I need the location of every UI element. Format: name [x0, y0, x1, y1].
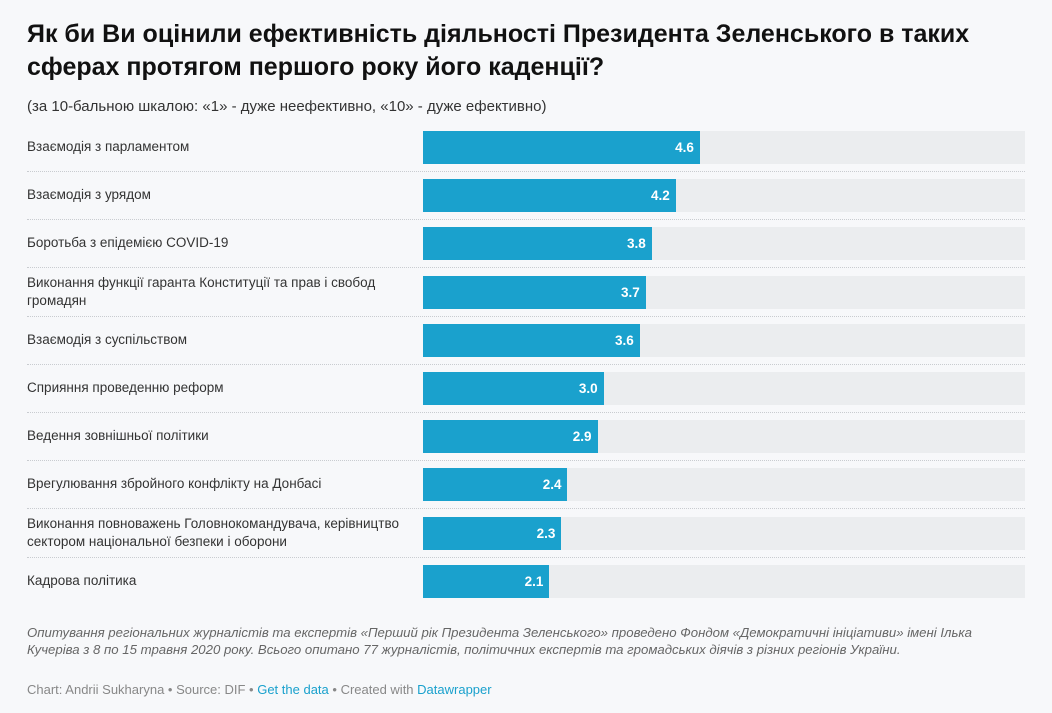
chart-title: Як би Ви оцінили ефективність діяльності…	[27, 20, 970, 81]
chart-footer: Chart: Andrii Sukharyna • Source: DIF • …	[27, 682, 492, 697]
get-the-data-link[interactable]: Get the data	[257, 682, 329, 697]
bar-row: Виконання повноважень Головнокомандувача…	[27, 513, 1025, 561]
bar-row: Сприяння проведенню реформ 3.0	[27, 368, 1025, 416]
value-label: 2.9	[572, 429, 592, 445]
row-separator	[27, 508, 1025, 510]
category-label: Взаємодія з суспільством	[27, 331, 188, 347]
bar-track: 2.4	[423, 468, 1025, 502]
bar-track: 2.3	[423, 516, 1025, 550]
row-separator	[27, 315, 1025, 317]
value-label: 2.4	[542, 477, 562, 493]
category-label: Кадрова політика	[27, 572, 137, 588]
bar-row: Взаємодія з парламентом 4.6	[27, 127, 1025, 175]
created-with-text: Created with	[340, 682, 418, 697]
value-label: 3.7	[620, 284, 640, 300]
separator: •	[245, 682, 258, 697]
bar-track: 3.6	[423, 323, 1025, 357]
value-label: 2.1	[524, 573, 544, 589]
bar: 4.6	[423, 131, 700, 164]
datawrapper-link[interactable]: Datawrapper	[417, 682, 492, 697]
separator: •	[328, 682, 341, 697]
chart-author: Chart: Andrii Sukharyna	[27, 682, 165, 697]
bar-row: Врегулювання збройного конфлікту на Донб…	[27, 464, 1025, 512]
value-label: 3.0	[578, 381, 598, 396]
row-separator	[27, 556, 1025, 558]
bar-row: Кадрова політика 2.1	[27, 561, 1025, 609]
category-label: Врегулювання збройного конфлікту на Донб…	[27, 476, 322, 492]
bar: 3.0	[423, 372, 604, 405]
row-separator	[27, 460, 1025, 462]
separator: •	[164, 682, 177, 697]
row-separator	[27, 363, 1025, 365]
bar-track: 3.7	[423, 275, 1025, 309]
category-label: Взаємодія з парламентом	[27, 139, 190, 154]
bar-track: 4.6	[423, 131, 1025, 164]
value-label: 3.8	[626, 236, 646, 252]
row-separator	[27, 267, 1025, 269]
bar-row: Взаємодія з суспільством 3.6	[27, 320, 1025, 368]
chart-source: Source: DIF	[176, 682, 246, 697]
category-label: Виконання функції гаранта Конституції та…	[27, 274, 376, 308]
value-label: 3.6	[614, 332, 634, 348]
bar-track: 3.0	[423, 372, 1025, 405]
bar-row: Взаємодія з урядом 4.2	[27, 175, 1025, 223]
bar-track: 4.2	[423, 179, 1025, 213]
row-separator	[27, 219, 1025, 221]
row-separator	[27, 412, 1025, 413]
bar: 2.1	[423, 564, 550, 598]
row-separator	[27, 171, 1025, 172]
bar: 4.2	[423, 179, 676, 213]
bar-row: Боротьба з епідемією COVID-19 3.8	[27, 223, 1025, 271]
category-label: Виконання повноважень Головнокомандувача…	[27, 515, 399, 549]
bar: 2.4	[423, 468, 568, 502]
category-label: Ведення зовнішньої політики	[27, 428, 209, 444]
bar: 3.7	[423, 275, 646, 309]
value-label: 2.3	[536, 525, 556, 541]
chart-notes: Опитування регіональних журналістів та е…	[27, 625, 972, 657]
chart-subtitle: (за 10-бальною шкалою: «1» - дуже неефек…	[27, 98, 547, 115]
bar: 2.3	[423, 516, 562, 550]
bar: 3.8	[423, 227, 652, 261]
bar-track: 3.8	[423, 227, 1025, 261]
bar: 3.6	[423, 323, 640, 357]
bar: 2.9	[423, 420, 598, 454]
bar-row: Виконання функції гаранта Конституції та…	[27, 272, 1025, 320]
value-label: 4.2	[651, 188, 670, 204]
bar-track: 2.9	[423, 420, 1025, 454]
value-label: 4.6	[675, 140, 694, 155]
category-label: Взаємодія з урядом	[27, 187, 151, 203]
category-label: Сприяння проведенню реформ	[27, 380, 224, 395]
category-label: Боротьба з епідемією COVID-19	[27, 235, 229, 251]
bar-track: 2.1	[423, 564, 1025, 598]
bar-row: Ведення зовнішньої політики 2.9	[27, 416, 1025, 464]
